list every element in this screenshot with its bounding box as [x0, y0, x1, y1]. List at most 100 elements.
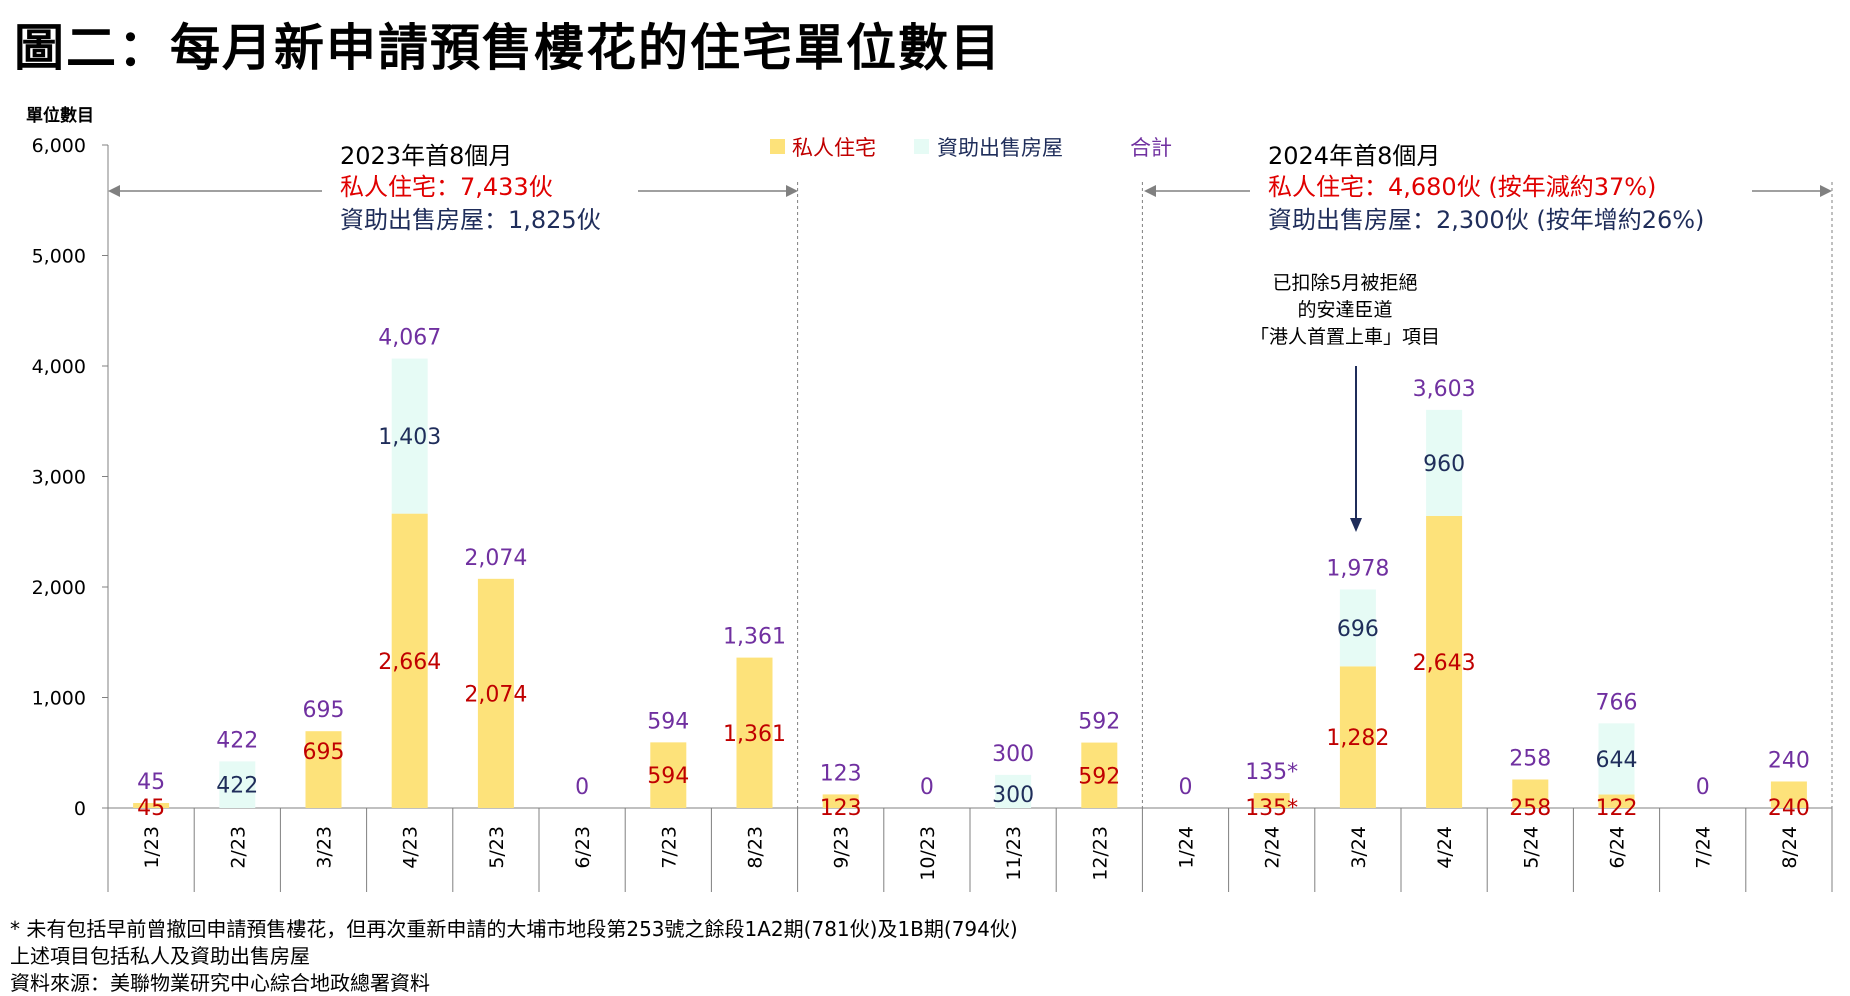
bar-subsidised [391, 358, 428, 514]
data-label-total: 0 [1696, 775, 1710, 800]
period-2023-subsidised: 資助出售房屋：1,825伙 [340, 206, 601, 234]
data-label-subsidised: 696 [1337, 617, 1379, 642]
bar-private [133, 803, 170, 808]
data-label-subsidised: 1,403 [378, 425, 441, 450]
data-label-total: 300 [992, 742, 1034, 767]
data-label-total: 240 [1768, 748, 1810, 773]
x-tick-label: 7/24 [1693, 826, 1715, 869]
bar-private [650, 742, 687, 808]
data-label-private: 592 [1078, 764, 1120, 789]
bar-subsidised [1598, 723, 1635, 795]
data-label-total: 45 [137, 770, 165, 795]
bars [133, 358, 1807, 808]
x-tick-label: 4/24 [1434, 826, 1456, 869]
data-label-subsidised: 644 [1596, 748, 1638, 773]
x-tick-label: 6/23 [572, 826, 594, 869]
footnote-2: 上述項目包括私人及資助出售房屋 [10, 944, 310, 968]
x-tick-label: 12/23 [1089, 826, 1111, 881]
data-label-subsidised: 960 [1423, 452, 1465, 477]
note-line-1: 已扣除5月被拒絕 [1272, 272, 1417, 294]
data-label-total: 592 [1078, 710, 1120, 735]
y-axis-title: 單位數目 [26, 105, 94, 126]
legend-label-private: 私人住宅 [792, 136, 876, 160]
data-label-total: 0 [575, 775, 589, 800]
bar-subsidised [1426, 409, 1463, 516]
bar-private [477, 578, 514, 808]
legend: 私人住宅 資助出售房屋 合計 [770, 136, 1172, 160]
x-tick-label: 6/24 [1607, 826, 1629, 869]
data-label-total: 123 [820, 761, 862, 786]
data-label-private: 258 [1509, 796, 1551, 821]
data-label-private: 594 [647, 764, 689, 789]
bar-private [305, 731, 342, 808]
arrowhead-icon [108, 185, 120, 197]
data-label-private: 45 [137, 796, 165, 821]
data-label-total: 0 [1179, 775, 1193, 800]
bar-private [1598, 794, 1635, 808]
legend-swatch-subsidised [914, 139, 929, 154]
bar-private [1339, 666, 1376, 808]
source-note: 資料來源：美聯物業研究中心綜合地政總署資料 [10, 971, 430, 995]
data-label-private: 123 [820, 796, 862, 821]
data-label-private: 2,643 [1413, 651, 1476, 676]
period-2023-title: 2023年首8個月 [340, 142, 512, 170]
note-line-2: 的安達臣道 [1297, 299, 1392, 321]
footnote-1: * 未有包括早前曾撤回申請預售樓花，但再次重新申請的大埔市地段第253號之餘段1… [10, 917, 1018, 941]
data-label-total: 258 [1509, 746, 1551, 771]
bar-private [1081, 742, 1118, 808]
y-tick-label: 6,000 [32, 135, 86, 157]
bar-subsidised [1339, 589, 1376, 667]
x-tick-label: 2/23 [227, 826, 249, 869]
x-tick-label: 7/23 [658, 826, 680, 869]
x-tick-label: 11/23 [1003, 826, 1025, 881]
bar-subsidised [219, 761, 256, 808]
x-tick-label: 3/23 [314, 826, 336, 869]
period-2024-title: 2024年首8個月 [1268, 142, 1440, 170]
x-tick-label: 1/23 [141, 826, 163, 869]
x-tick-label: 4/23 [400, 826, 422, 869]
data-label-total: 766 [1596, 690, 1638, 715]
data-label-total: 3,603 [1413, 377, 1476, 402]
y-tick-label: 3,000 [32, 467, 86, 489]
period-2024-subsidised: 資助出售房屋：2,300伙 (按年增約26%) [1268, 206, 1704, 234]
bar-private [736, 657, 773, 808]
data-label-private: 1,361 [723, 722, 786, 747]
bar-private [391, 513, 428, 808]
data-label-total: 594 [647, 709, 689, 734]
note-line-3: 「港人首置上車」項目 [1250, 326, 1440, 348]
x-tick-label: 5/23 [486, 826, 508, 869]
data-label-private: 1,282 [1326, 726, 1389, 751]
data-label-subsidised: 422 [216, 774, 258, 799]
page-title: 圖二：每月新申請預售樓花的住宅單位數目 [14, 19, 1002, 77]
x-tick-label: 10/23 [917, 826, 939, 881]
x-tick-label: 9/23 [831, 826, 853, 869]
data-label-private: 2,664 [378, 650, 441, 675]
y-tick-label: 0 [74, 798, 86, 820]
bar-private [822, 794, 859, 808]
y-tick-label: 4,000 [32, 356, 86, 378]
data-label-subsidised: 300 [992, 783, 1034, 808]
arrowhead-icon [1350, 518, 1362, 532]
x-tick-label: 2/24 [1262, 826, 1284, 869]
data-label-total: 4,067 [378, 326, 441, 351]
data-label-total: 2,074 [464, 546, 527, 571]
arrowhead-icon [1820, 185, 1832, 197]
arrowhead-icon [1144, 185, 1156, 197]
y-tick-label: 2,000 [32, 577, 86, 599]
legend-swatch-private [770, 139, 785, 154]
arrowhead-icon [786, 185, 798, 197]
legend-label-subsidised: 資助出售房屋 [937, 136, 1063, 160]
bar-private [1770, 781, 1807, 808]
legend-label-total: 合計 [1130, 136, 1172, 160]
bar-private [1253, 793, 1290, 808]
data-label-private: 695 [303, 740, 345, 765]
x-tick-label: 5/24 [1520, 826, 1542, 869]
bar-subsidised [995, 774, 1032, 808]
period-2024-private: 私人住宅：4,680伙 (按年減約37%) [1268, 173, 1656, 201]
data-label-total: 1,361 [723, 625, 786, 650]
y-tick-label: 1,000 [32, 688, 86, 710]
data-label-total: 0 [920, 775, 934, 800]
x-tick-label: 3/24 [1348, 826, 1370, 869]
